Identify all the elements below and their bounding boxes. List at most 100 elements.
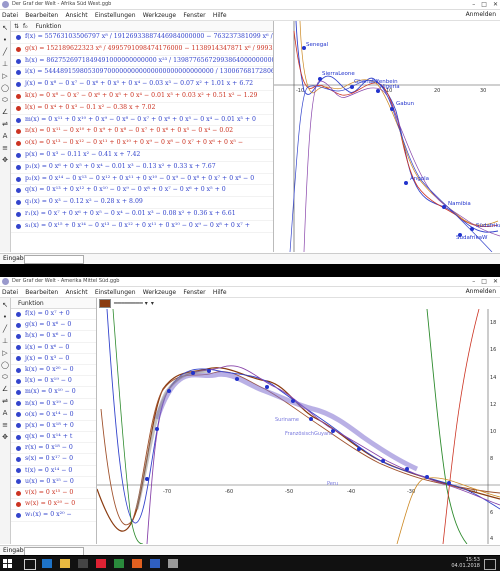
algebra-expression[interactable]: r₁(x) = 0 x⁷ + 0 x⁶ + 0 x⁵ − 0 x⁴ − 0.01… [25, 209, 236, 217]
data-point[interactable] [155, 427, 159, 431]
algebra-expression[interactable]: g(x) = 0 x⁶ − 0 [25, 321, 72, 329]
algebra-row[interactable]: l(x) = 0 x⁴ + 0 x³ − 0.1 x² − 0.38 x + 7… [11, 103, 273, 115]
slider-tool-icon[interactable]: ≡ [2, 144, 8, 152]
data-point[interactable] [318, 77, 322, 81]
algebra-expression[interactable]: p₁(x) = 0 x⁶ + 0 x⁵ + 0 x⁴ − 0.01 x³ − 0… [25, 162, 216, 170]
algebra-expression[interactable]: n(x) = 0 x¹⁹ − 0 [25, 399, 74, 407]
algebra-expression[interactable]: w₁(x) = 0 x²⁰ − [25, 511, 72, 519]
task-view-icon[interactable] [24, 559, 36, 570]
polygon-tool-icon[interactable]: ▷ [2, 72, 8, 80]
algebra-expression[interactable]: o(x) = 0 x¹³ − 0 x¹² − 0 x¹¹ + 0 x¹⁰ + 0… [25, 139, 244, 147]
signin-link[interactable]: Anmelden [465, 288, 496, 295]
visibility-toggle-icon[interactable] [16, 223, 21, 229]
algebra-row[interactable]: l(x) = 0 x¹⁹ − 0 [11, 376, 96, 388]
algebra-row[interactable]: q(x) = 0 x¹⁴ + t [11, 432, 96, 444]
data-point[interactable] [470, 227, 474, 231]
algebra-row[interactable]: f(x) = 55763103506797 x⁸ / 1912693388744… [11, 32, 273, 44]
data-point[interactable] [405, 467, 409, 471]
visibility-toggle-icon[interactable] [16, 70, 21, 76]
file-explorer-icon[interactable] [60, 559, 70, 568]
visibility-toggle-icon[interactable] [16, 512, 21, 518]
polygon-tool-icon[interactable]: ▷ [2, 349, 8, 357]
minimize-icon[interactable]: – [472, 278, 476, 285]
data-point[interactable] [447, 481, 451, 485]
algebra-expression[interactable]: u(x) = 0 x¹⁵ − 0 [25, 477, 74, 485]
algebra-expression[interactable]: l(x) = 0 x⁴ + 0 x³ − 0.1 x² − 0.38 x + 7… [25, 103, 156, 111]
algebra-row[interactable]: p(x) = 0 x¹⁸ + 0 [11, 421, 96, 433]
perpendicular-tool-icon[interactable]: ⊥ [1, 60, 9, 68]
data-point[interactable] [145, 477, 149, 481]
algebra-expression[interactable]: g(x) = 152189622323 x⁸ / 499579109847417… [25, 44, 273, 52]
perpendicular-tool-icon[interactable]: ⊥ [1, 337, 9, 345]
visibility-toggle-icon[interactable] [16, 105, 21, 111]
algebra-expression[interactable]: o(x) = 0 x¹⁴ − 0 [25, 410, 74, 418]
maximize-icon[interactable]: □ [481, 278, 487, 285]
algebra-expression[interactable]: i(x) = 0 x⁶ − 0 [25, 343, 70, 351]
circle-tool-icon[interactable]: ◯ [1, 361, 9, 369]
move-view-tool-icon[interactable]: ✥ [2, 156, 8, 164]
algebra-expression[interactable]: k(x) = 0 x²⁰ − 0 [25, 365, 74, 373]
data-point[interactable] [167, 389, 171, 393]
data-point[interactable] [265, 385, 269, 389]
algebra-row[interactable]: q(x) = 0 x¹³ + 0 x¹² + 0 x¹⁰ − 0 x⁹ − 0 … [11, 185, 273, 198]
visibility-toggle-icon[interactable] [16, 445, 21, 451]
algebra-expression[interactable]: t(x) = 0 x¹⁴ − 0 [25, 466, 73, 474]
notification-icon[interactable] [484, 559, 496, 570]
visibility-toggle-icon[interactable] [16, 490, 21, 496]
visibility-toggle-icon[interactable] [16, 367, 21, 373]
algebra-expression[interactable]: r(x) = 0 x¹⁸ − 0 [25, 444, 73, 452]
america-graph[interactable]: -70 -60 -50 -40 -30 -20 18 16 14 12 10 8… [97, 309, 500, 544]
data-point[interactable] [207, 369, 211, 373]
visibility-toggle-icon[interactable] [16, 188, 21, 194]
data-point[interactable] [381, 459, 385, 463]
data-point[interactable] [357, 447, 361, 451]
visibility-toggle-icon[interactable] [16, 501, 21, 507]
algebra-expression[interactable]: p(x) = 0 x³ − 0.11 x² − 0.41 x + 7.42 [25, 150, 141, 158]
menu-hilfe[interactable]: Hilfe [212, 289, 227, 296]
algebra-expression[interactable]: n(x) = 0 x¹¹ − 0 x¹⁰ + 0 x⁹ + 0 x⁸ − 0 x… [25, 127, 234, 135]
angle-tool-icon[interactable]: ∠ [1, 108, 9, 116]
move-tool-icon[interactable]: ↖ [2, 24, 8, 32]
algebra-row[interactable]: h(x) = 8627526971849491000000000000 x²³ … [11, 56, 273, 68]
algebra-expression[interactable]: f(x) = 55763103506797 x⁸ / 1912693388744… [25, 33, 273, 40]
visibility-toggle-icon[interactable] [16, 152, 21, 158]
ellipse-tool-icon[interactable]: ⬭ [2, 373, 8, 381]
edge-browser-icon[interactable] [42, 559, 52, 568]
windows-start-icon[interactable] [3, 559, 12, 568]
visibility-toggle-icon[interactable] [16, 457, 21, 463]
visibility-toggle-icon[interactable] [16, 176, 21, 182]
data-point[interactable] [350, 85, 354, 89]
visibility-toggle-icon[interactable] [16, 389, 21, 395]
algebra-expression[interactable]: w(x) = 0 x²⁰ − 0 [25, 500, 76, 508]
visibility-toggle-icon[interactable] [16, 423, 21, 429]
line-dropdown-icon[interactable]: ▾ [150, 299, 154, 307]
algebra-row[interactable]: o(x) = 0 x¹⁴ − 0 [11, 410, 96, 421]
data-point[interactable] [191, 371, 195, 375]
menu-bearbeiten[interactable]: Bearbeiten [25, 289, 59, 296]
app-icon[interactable] [114, 559, 124, 568]
data-point[interactable] [390, 107, 394, 111]
reflect-tool-icon[interactable]: ⇌ [2, 397, 8, 405]
algebra-expression[interactable]: k(x) = 0 x⁸ − 0 x⁷ − 0 x⁶ + 0 x⁵ + 0 x⁴ … [25, 91, 258, 99]
algebra-row[interactable]: w₁(x) = 0 x²⁰ − [11, 510, 96, 522]
visibility-toggle-icon[interactable] [16, 479, 21, 485]
algebra-row[interactable]: r₁(x) = 0 x⁷ + 0 x⁶ + 0 x⁵ − 0 x⁴ − 0.01… [11, 209, 273, 221]
algebra-expression[interactable]: q(x) = 0 x¹³ + 0 x¹² + 0 x¹⁰ − 0 x⁹ − 0 … [25, 186, 226, 194]
line-tool-icon[interactable]: ╱ [2, 325, 8, 333]
algebra-row[interactable]: i(x) = 0 x⁶ − 0 [11, 343, 96, 354]
line-tool-icon[interactable]: ╱ [2, 48, 8, 56]
text-tool-icon[interactable]: A [2, 132, 8, 140]
data-point[interactable] [442, 205, 446, 209]
algebra-expression[interactable]: p(x) = 0 x¹⁸ + 0 [25, 421, 74, 429]
reflect-tool-icon[interactable]: ⇌ [2, 120, 8, 128]
color-swatch[interactable] [99, 298, 111, 308]
algebra-row[interactable]: u(x) = 0 x¹⁵ − 0 [11, 477, 96, 488]
algebra-row[interactable]: s(x) = 0 x¹⁷ − 0 [11, 454, 96, 466]
algebra-row[interactable]: q₁(x) = 0 x³ − 0.12 x² − 0.28 x + 8.09 [11, 197, 273, 209]
visibility-toggle-icon[interactable] [16, 333, 21, 339]
algebra-row[interactable]: p₁(x) = 0 x⁶ + 0 x⁵ + 0 x⁴ − 0.01 x³ − 0… [11, 162, 273, 174]
algebra-row[interactable]: g(x) = 0 x⁶ − 0 [11, 320, 96, 332]
visibility-toggle-icon[interactable] [16, 311, 21, 317]
visibility-toggle-icon[interactable] [16, 117, 21, 123]
visibility-toggle-icon[interactable] [16, 200, 21, 206]
